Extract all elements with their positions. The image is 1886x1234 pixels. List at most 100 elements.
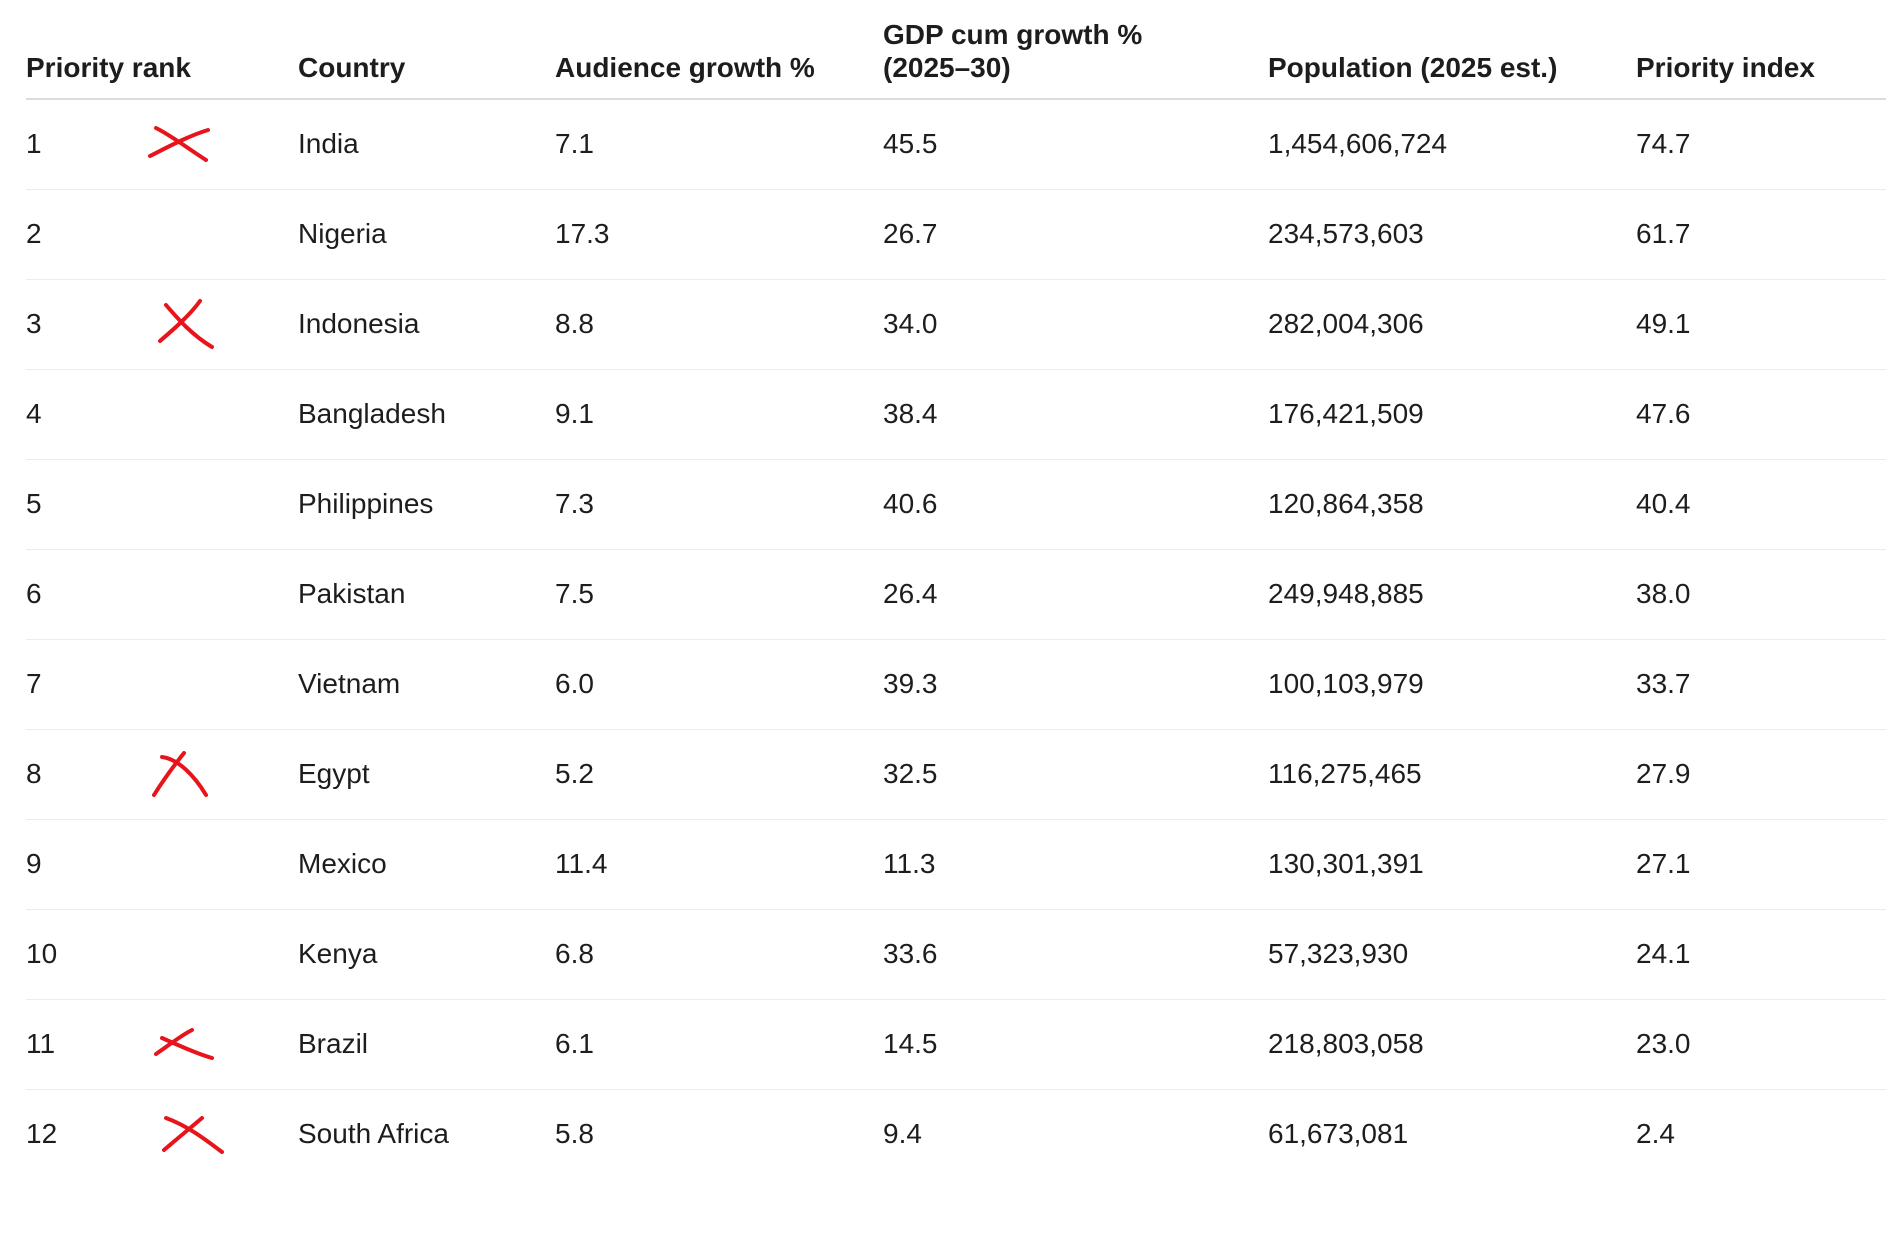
rank-value: 8 bbox=[26, 758, 42, 789]
cell-country: Brazil bbox=[298, 999, 555, 1090]
priority-table: Priority rank Country Audience growth % … bbox=[26, 0, 1886, 1179]
header-audience-growth[interactable]: Audience growth % bbox=[555, 0, 883, 100]
cell-audience-growth: 5.8 bbox=[555, 1118, 594, 1150]
red-cross-icon bbox=[152, 751, 208, 797]
red-cross-icon bbox=[162, 1116, 224, 1155]
cell-priority-rank: 9 bbox=[26, 819, 298, 910]
cell-country: Philippines bbox=[298, 459, 555, 550]
rank-value: 11 bbox=[26, 1028, 56, 1059]
table-row[interactable]: 7 Vietnam 6.0 39.3 100,103,979 33.7 bbox=[26, 639, 1886, 730]
cell-country: Vietnam bbox=[298, 639, 555, 730]
cell-priority-index: 47.6 bbox=[1636, 369, 1886, 460]
cell-priority-rank: 3 bbox=[26, 279, 298, 370]
table-header-row: Priority rank Country Audience growth % … bbox=[26, 0, 1886, 100]
cell-priority-index: 38.0 bbox=[1636, 549, 1886, 640]
header-gdp-line1: GDP cum growth % bbox=[883, 19, 1143, 50]
rank-value: 6 bbox=[26, 578, 42, 609]
table-row[interactable]: 1 India 7.1 45.5 1,454,606,724 74.7 bbox=[26, 99, 1886, 190]
cell-priority-rank: 10 bbox=[26, 909, 298, 1000]
cell-gdp-growth: 32.5 bbox=[883, 729, 1268, 820]
red-cross-icon bbox=[158, 299, 214, 349]
cell-audience-growth: 5.2 bbox=[555, 729, 883, 820]
cell-country: Egypt bbox=[298, 729, 555, 820]
rank-value: 5 bbox=[26, 488, 42, 519]
cell-audience-growth: 6.1 bbox=[555, 999, 883, 1090]
cell-country: South Africa bbox=[298, 1118, 449, 1150]
cell-audience-growth: 7.1 bbox=[555, 99, 883, 190]
cell-priority-rank: 7 bbox=[26, 639, 298, 730]
red-cross-icon bbox=[154, 1028, 214, 1060]
table-row[interactable]: 11 Brazil 6.1 14.5 218,803,058 23.0 bbox=[26, 999, 1886, 1090]
table-row[interactable]: 10 Kenya 6.8 33.6 57,323,930 24.1 bbox=[26, 909, 1886, 1000]
rank-value: 7 bbox=[26, 668, 42, 699]
cell-priority-rank: 5 bbox=[26, 459, 298, 550]
cell-gdp-growth: 26.7 bbox=[883, 189, 1268, 280]
header-country[interactable]: Country bbox=[298, 0, 555, 100]
rank-value: 3 bbox=[26, 308, 42, 339]
cell-gdp-growth: 45.5 bbox=[883, 99, 1268, 190]
cell-country: Mexico bbox=[298, 819, 555, 910]
table-row[interactable]: 2 Nigeria 17.3 26.7 234,573,603 61.7 bbox=[26, 189, 1886, 280]
cell-country: Bangladesh bbox=[298, 369, 555, 460]
table-row[interactable]: 3 Indonesia 8.8 34.0 282,004,306 49.1 bbox=[26, 279, 1886, 370]
table-row[interactable]: 5 Philippines 7.3 40.6 120,864,358 40.4 bbox=[26, 459, 1886, 550]
cell-population: 234,573,603 bbox=[1268, 189, 1636, 280]
cell-priority-index: 61.7 bbox=[1636, 189, 1886, 280]
table-row[interactable]: 9 Mexico 11.4 11.3 130,301,391 27.1 bbox=[26, 819, 1886, 910]
cell-population: 176,421,509 bbox=[1268, 369, 1636, 460]
cell-country: Pakistan bbox=[298, 549, 555, 640]
cell-priority-index: 74.7 bbox=[1636, 99, 1886, 190]
cell-gdp-growth: 11.3 bbox=[883, 819, 1268, 910]
cell-audience-growth: 6.0 bbox=[555, 639, 883, 730]
table-row[interactable]: 6 Pakistan 7.5 26.4 249,948,885 38.0 bbox=[26, 549, 1886, 640]
header-priority-index[interactable]: Priority index bbox=[1636, 0, 1886, 100]
cell-population: 120,864,358 bbox=[1268, 459, 1636, 550]
priority-table-container: Priority rank Country Audience growth % … bbox=[26, 0, 1886, 1179]
table-row[interactable]: 8 Egypt 5.2 32.5 116,275,465 27.9 bbox=[26, 729, 1886, 820]
cell-audience-growth: 17.3 bbox=[555, 189, 883, 280]
cell-gdp-growth: 39.3 bbox=[883, 639, 1268, 730]
cell-audience-growth: 7.5 bbox=[555, 549, 883, 640]
rank-value: 10 bbox=[26, 938, 58, 969]
header-gdp-line2: (2025–30) bbox=[883, 52, 1011, 83]
cell-priority-rank: 1 bbox=[26, 99, 298, 190]
rank-value: 4 bbox=[26, 398, 42, 429]
cell-gdp-growth: 34.0 bbox=[883, 279, 1268, 370]
cell-priority-index: 40.4 bbox=[1636, 459, 1886, 550]
table-row[interactable]: 4 Bangladesh 9.1 38.4 176,421,509 47.6 bbox=[26, 369, 1886, 460]
cell-priority-rank: 11 bbox=[26, 999, 298, 1090]
cell-audience-growth: 6.8 bbox=[555, 909, 883, 1000]
rank-value: 2 bbox=[26, 218, 42, 249]
header-population[interactable]: Population (2025 est.) bbox=[1268, 0, 1636, 100]
cell-gdp-growth: 14.5 bbox=[883, 999, 1268, 1090]
cell-priority-rank: 2 bbox=[26, 189, 298, 280]
cell-priority-index: 24.1 bbox=[1636, 909, 1886, 1000]
cell-gdp-growth: 33.6 bbox=[883, 909, 1268, 1000]
header-priority-rank[interactable]: Priority rank bbox=[26, 0, 298, 100]
cell-country: India bbox=[298, 99, 555, 190]
cell-population: 1,454,606,724 bbox=[1268, 99, 1636, 190]
cell-priority-rank: 12 bbox=[26, 1089, 298, 1179]
cell-gdp-growth: 38.4 bbox=[883, 369, 1268, 460]
cell-population: 249,948,885 bbox=[1268, 549, 1636, 640]
header-gdp-growth[interactable]: GDP cum growth % (2025–30) bbox=[883, 0, 1268, 100]
cell-population: 116,275,465 bbox=[1268, 729, 1636, 820]
cell-population: 61,673,081 bbox=[1268, 1118, 1409, 1150]
cell-gdp-growth: 26.4 bbox=[883, 549, 1268, 640]
cell-priority-rank: 4 bbox=[26, 369, 298, 460]
cell-audience-growth: 9.1 bbox=[555, 369, 883, 460]
cell-priority-index: 2.4 bbox=[1636, 1118, 1675, 1150]
cell-country: Indonesia bbox=[298, 279, 555, 370]
cell-audience-growth: 7.3 bbox=[555, 459, 883, 550]
cell-priority-index: 27.1 bbox=[1636, 819, 1886, 910]
table-row[interactable]: 12 South Africa 5.8 9.4 61,673,081 2.4 bbox=[26, 1089, 1886, 1179]
red-cross-icon bbox=[148, 126, 210, 163]
cell-population: 57,323,930 bbox=[1268, 909, 1636, 1000]
cell-population: 130,301,391 bbox=[1268, 819, 1636, 910]
table-body: 1 India 7.1 45.5 1,454,606,724 74.7 2 Nigeria 17… bbox=[26, 99, 1886, 1179]
rank-value: 9 bbox=[26, 848, 42, 879]
cell-priority-index: 27.9 bbox=[1636, 729, 1886, 820]
cell-population: 218,803,058 bbox=[1268, 999, 1636, 1090]
cell-priority-index: 33.7 bbox=[1636, 639, 1886, 730]
cell-audience-growth: 8.8 bbox=[555, 279, 883, 370]
